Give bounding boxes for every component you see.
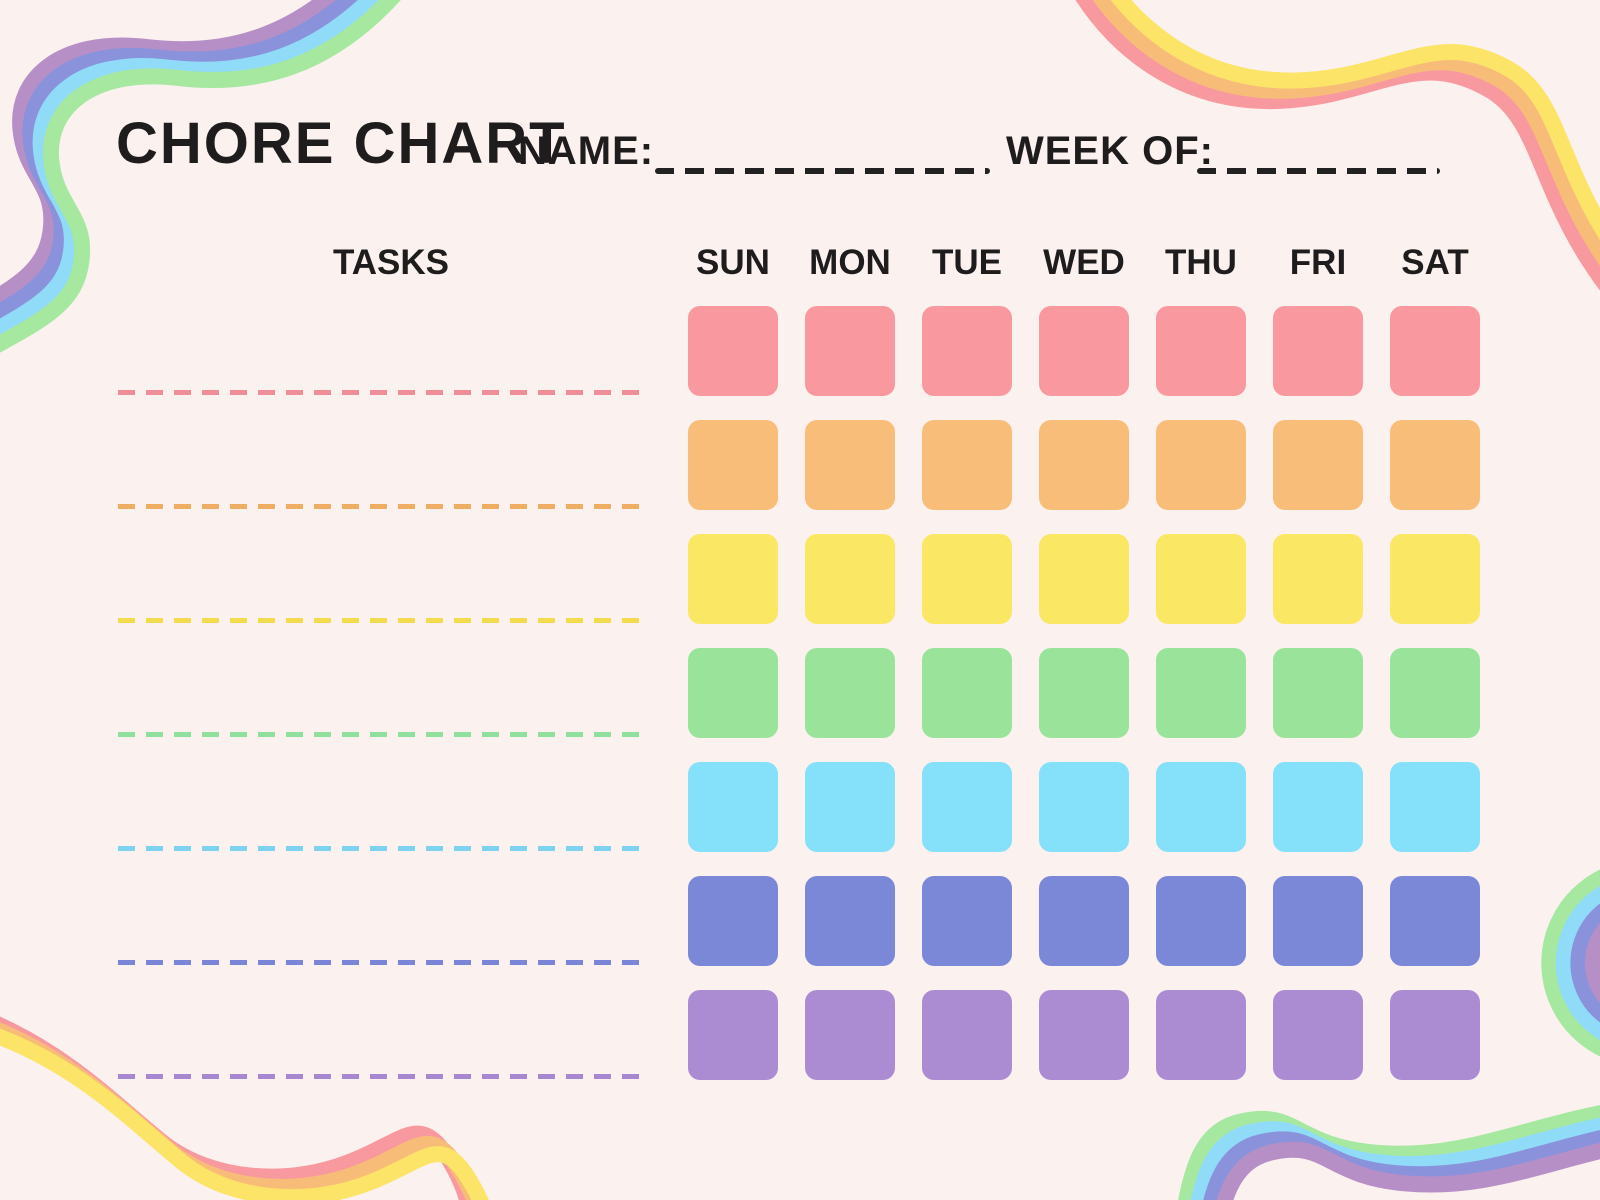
chore-cell-row6-sat[interactable] xyxy=(1390,876,1480,966)
chore-cell-row3-wed[interactable] xyxy=(1039,534,1129,624)
chore-cell-row2-tue[interactable] xyxy=(922,420,1012,510)
chore-cell-row7-mon[interactable] xyxy=(805,990,895,1080)
chore-cell-row6-sun[interactable] xyxy=(688,876,778,966)
task-write-in-line-5[interactable] xyxy=(118,846,645,851)
ribbon-bottom-right-loop xyxy=(1541,869,1600,1057)
tasks-column-header: TASKS xyxy=(332,243,450,282)
chore-cell-row2-thu[interactable] xyxy=(1156,420,1246,510)
task-write-in-line-7[interactable] xyxy=(118,1074,645,1079)
name-label: NAME: xyxy=(518,129,655,173)
chore-cell-row5-mon[interactable] xyxy=(805,762,895,852)
week-of-write-in-line[interactable] xyxy=(1197,168,1440,174)
chore-cell-row4-sun[interactable] xyxy=(688,648,778,738)
chore-cell-row5-wed[interactable] xyxy=(1039,762,1129,852)
chore-cell-row7-sun[interactable] xyxy=(688,990,778,1080)
chore-cell-row1-tue[interactable] xyxy=(922,306,1012,396)
chore-cell-row2-sun[interactable] xyxy=(688,420,778,510)
chore-cell-row3-sun[interactable] xyxy=(688,534,778,624)
day-header-thu: THU xyxy=(1165,243,1237,282)
name-write-in-line[interactable] xyxy=(655,168,990,174)
chore-cell-row3-tue[interactable] xyxy=(922,534,1012,624)
chore-cell-row6-mon[interactable] xyxy=(805,876,895,966)
chore-cell-row7-wed[interactable] xyxy=(1039,990,1129,1080)
ribbon-top-left xyxy=(0,0,415,360)
ribbon-stripe-periwinkle xyxy=(1570,903,1600,1023)
chore-cell-row2-sat[interactable] xyxy=(1390,420,1480,510)
ribbon-bottom-right-wave xyxy=(1181,1107,1600,1200)
chore-cell-row3-fri[interactable] xyxy=(1273,534,1363,624)
chore-cell-row4-wed[interactable] xyxy=(1039,648,1129,738)
chore-cell-row3-sat[interactable] xyxy=(1390,534,1480,624)
chore-cell-row2-mon[interactable] xyxy=(805,420,895,510)
chore-cell-row2-wed[interactable] xyxy=(1039,420,1129,510)
chore-cell-row5-sat[interactable] xyxy=(1390,762,1480,852)
chore-cell-row4-tue[interactable] xyxy=(922,648,1012,738)
chore-cell-row4-mon[interactable] xyxy=(805,648,895,738)
week-of-label: WEEK OF: xyxy=(1006,129,1214,173)
chore-cell-row3-mon[interactable] xyxy=(805,534,895,624)
page-title: CHORE CHART xyxy=(116,111,567,176)
ribbon-stripe-sky xyxy=(1555,886,1600,1040)
chore-cell-row4-sat[interactable] xyxy=(1390,648,1480,738)
chore-cell-row6-wed[interactable] xyxy=(1039,876,1129,966)
ribbon-bottom-left xyxy=(0,1005,494,1200)
day-header-fri: FRI xyxy=(1289,243,1347,282)
task-write-in-line-2[interactable] xyxy=(118,504,645,509)
chore-cell-row4-thu[interactable] xyxy=(1156,648,1246,738)
chore-cell-row5-thu[interactable] xyxy=(1156,762,1246,852)
ribbon-stripe-purple xyxy=(1584,923,1600,1003)
day-header-sat: SAT xyxy=(1401,243,1469,282)
chore-cell-row1-sun[interactable] xyxy=(688,306,778,396)
chore-cell-row1-thu[interactable] xyxy=(1156,306,1246,396)
chore-cell-row1-fri[interactable] xyxy=(1273,306,1363,396)
chore-cell-row4-fri[interactable] xyxy=(1273,648,1363,738)
task-write-in-line-4[interactable] xyxy=(118,732,645,737)
chore-cell-row1-wed[interactable] xyxy=(1039,306,1129,396)
day-header-wed: WED xyxy=(1043,243,1125,282)
chore-cell-row2-fri[interactable] xyxy=(1273,420,1363,510)
day-header-mon: MON xyxy=(809,243,891,282)
chore-cell-row7-tue[interactable] xyxy=(922,990,1012,1080)
chore-cell-row1-mon[interactable] xyxy=(805,306,895,396)
chore-cell-row5-fri[interactable] xyxy=(1273,762,1363,852)
task-write-in-line-6[interactable] xyxy=(118,960,645,965)
chore-cell-row5-sun[interactable] xyxy=(688,762,778,852)
chore-cell-row3-thu[interactable] xyxy=(1156,534,1246,624)
chore-cell-row1-sat[interactable] xyxy=(1390,306,1480,396)
chore-cell-row6-thu[interactable] xyxy=(1156,876,1246,966)
chore-cell-row5-tue[interactable] xyxy=(922,762,1012,852)
day-header-sun: SUN xyxy=(696,243,770,282)
day-header-tue: TUE xyxy=(932,243,1002,282)
task-write-in-line-3[interactable] xyxy=(118,618,645,623)
chore-cell-row6-tue[interactable] xyxy=(922,876,1012,966)
chore-cell-row7-sat[interactable] xyxy=(1390,990,1480,1080)
task-write-in-line-1[interactable] xyxy=(118,390,645,395)
chore-cell-row6-fri[interactable] xyxy=(1273,876,1363,966)
ribbon-stripe-green xyxy=(1541,869,1600,1057)
chore-cell-row7-thu[interactable] xyxy=(1156,990,1246,1080)
chore-cell-row7-fri[interactable] xyxy=(1273,990,1363,1080)
